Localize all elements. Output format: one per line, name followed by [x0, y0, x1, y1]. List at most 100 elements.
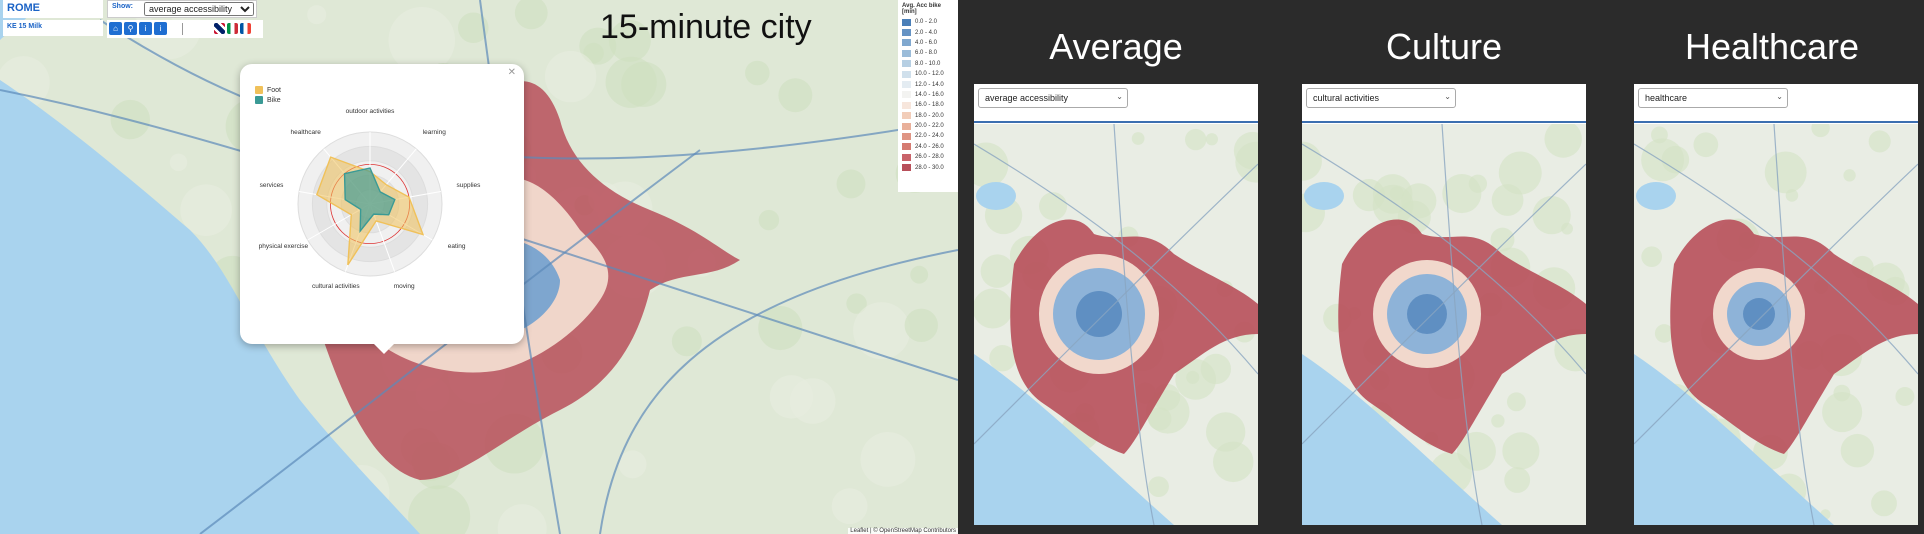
mini-terrain: [1544, 124, 1582, 158]
mini-terrain: [1457, 431, 1496, 471]
terrain-patch: [180, 184, 232, 236]
legend-label: 14.0 - 16.0: [915, 91, 944, 98]
uk-flag-icon[interactable]: [214, 23, 225, 34]
mini-terrain: [1389, 186, 1404, 201]
mini-sea: [1634, 354, 1834, 525]
mini-sea: [1302, 354, 1502, 525]
terrain-patch: [789, 378, 836, 424]
terrain-patch: [904, 308, 938, 342]
mini-terrain: [1561, 222, 1573, 235]
popup-tip: [374, 344, 394, 354]
radar-axis-label: moving: [393, 282, 415, 290]
legend-title: Avg. Acc bike [min]: [902, 3, 941, 15]
close-icon[interactable]: ✕: [507, 67, 516, 78]
healthcare-selector[interactable]: healthcare ⌄: [1638, 88, 1788, 108]
mini-terrain: [1498, 151, 1542, 195]
mini-terrain: [1233, 131, 1258, 170]
legend-row: 18.0 - 20.0: [902, 111, 954, 121]
radar-axis-label: services: [259, 182, 284, 190]
subtitle: KE 15 Milk: [3, 20, 103, 36]
culture-map[interactable]: [1302, 124, 1586, 525]
legend-bike: Bike: [255, 96, 281, 104]
info-icon[interactable]: i: [139, 22, 152, 35]
italy-flag-icon[interactable]: [227, 23, 238, 34]
terrain-patch: [745, 60, 770, 86]
panel-average: average accessibility ⌄: [974, 84, 1258, 525]
terrain-patch: [497, 504, 547, 534]
legend-swatch: [902, 101, 911, 109]
legend-foot-label: Foot: [267, 86, 282, 94]
terrain-patch: [910, 265, 929, 284]
legend-row: 22.0 - 24.0: [902, 131, 954, 141]
mini-terrain: [1186, 370, 1200, 384]
terrain-patch: [307, 5, 327, 25]
legend-row: 12.0 - 14.0: [902, 79, 954, 89]
legend-label: 18.0 - 20.0: [915, 112, 944, 119]
terrain-patch: [388, 6, 456, 74]
mini-terrain: [1822, 392, 1863, 433]
panel-culture: cultural activities ⌄: [1302, 84, 1586, 525]
mini-lake: [1636, 182, 1676, 210]
help-icon[interactable]: i: [154, 22, 167, 35]
mini-terrain: [1490, 227, 1515, 252]
mini-terrain: [1302, 141, 1322, 181]
average-selector-label: average accessibility: [985, 93, 1069, 103]
radar-axis-label: outdoor activities: [345, 108, 395, 115]
mini-terrain: [980, 254, 1015, 288]
average-selector[interactable]: average accessibility ⌄: [978, 88, 1128, 108]
mini-accessibility-core: [1743, 298, 1775, 330]
mini-road: [1441, 124, 1483, 525]
show-control: Show: average accessibility: [107, 0, 257, 18]
terrain-patch: [618, 450, 647, 479]
legend-row: 2.0 - 4.0: [902, 27, 954, 37]
mini-terrain: [1785, 189, 1799, 202]
legend-row: 10.0 - 12.0: [902, 69, 954, 79]
chevron-down-icon: ⌄: [1116, 92, 1123, 101]
mini-terrain: [1205, 133, 1218, 146]
culture-selector-label: cultural activities: [1313, 93, 1380, 103]
culture-selector[interactable]: cultural activities ⌄: [1306, 88, 1456, 108]
bike-icon[interactable]: ⚲: [124, 22, 137, 35]
mini-terrain: [1868, 130, 1891, 153]
radar-series-bike: [343, 167, 396, 234]
legend-swatch: [902, 70, 911, 78]
mini-terrain: [1554, 328, 1586, 372]
france-flag-icon[interactable]: [240, 23, 251, 34]
mini-terrain: [974, 288, 1013, 329]
legend-swatch: [902, 49, 911, 57]
legend-foot-swatch: [255, 86, 263, 94]
legend-swatch: [902, 143, 911, 151]
legend-label: 16.0 - 18.0: [915, 102, 944, 109]
show-label: Show:: [112, 3, 133, 10]
radar-axis-label: healthcare: [290, 129, 321, 137]
legend-row: 28.0 - 30.0: [902, 162, 954, 172]
radar-axis-label: supplies: [456, 182, 481, 190]
show-select[interactable]: average accessibility: [144, 2, 254, 16]
mini-terrain: [1871, 490, 1897, 517]
legend-row: 16.0 - 18.0: [902, 100, 954, 110]
terrain-patch: [514, 0, 548, 30]
mini-lake: [1304, 182, 1344, 210]
sea: [0, 80, 420, 534]
legend-label: 0.0 - 2.0: [915, 19, 938, 26]
average-map[interactable]: [974, 124, 1258, 525]
mini-accessibility-core: [1076, 291, 1122, 337]
mini-terrain: [1811, 124, 1830, 138]
mini-lake: [976, 182, 1016, 210]
legend-bike-swatch: [255, 96, 263, 104]
healthcare-map[interactable]: [1634, 124, 1918, 525]
panel-divider: [974, 121, 1258, 123]
mini-terrain: [1200, 353, 1232, 385]
terrain-patch: [671, 326, 702, 357]
main-map[interactable]: ROME KE 15 Milk Show: average accessibil…: [0, 0, 958, 534]
home-icon[interactable]: ⌂: [109, 22, 122, 35]
legend-row: 24.0 - 26.0: [902, 142, 954, 152]
legend-row: 14.0 - 16.0: [902, 90, 954, 100]
panel-divider: [1302, 121, 1586, 123]
terrain-patch: [758, 305, 803, 351]
legend-swatch: [902, 29, 911, 37]
legend-label: 26.0 - 28.0: [915, 154, 944, 161]
healthcare-selector-label: healthcare: [1645, 93, 1688, 103]
legend-swatch: [902, 132, 911, 140]
mini-terrain: [1184, 128, 1207, 151]
